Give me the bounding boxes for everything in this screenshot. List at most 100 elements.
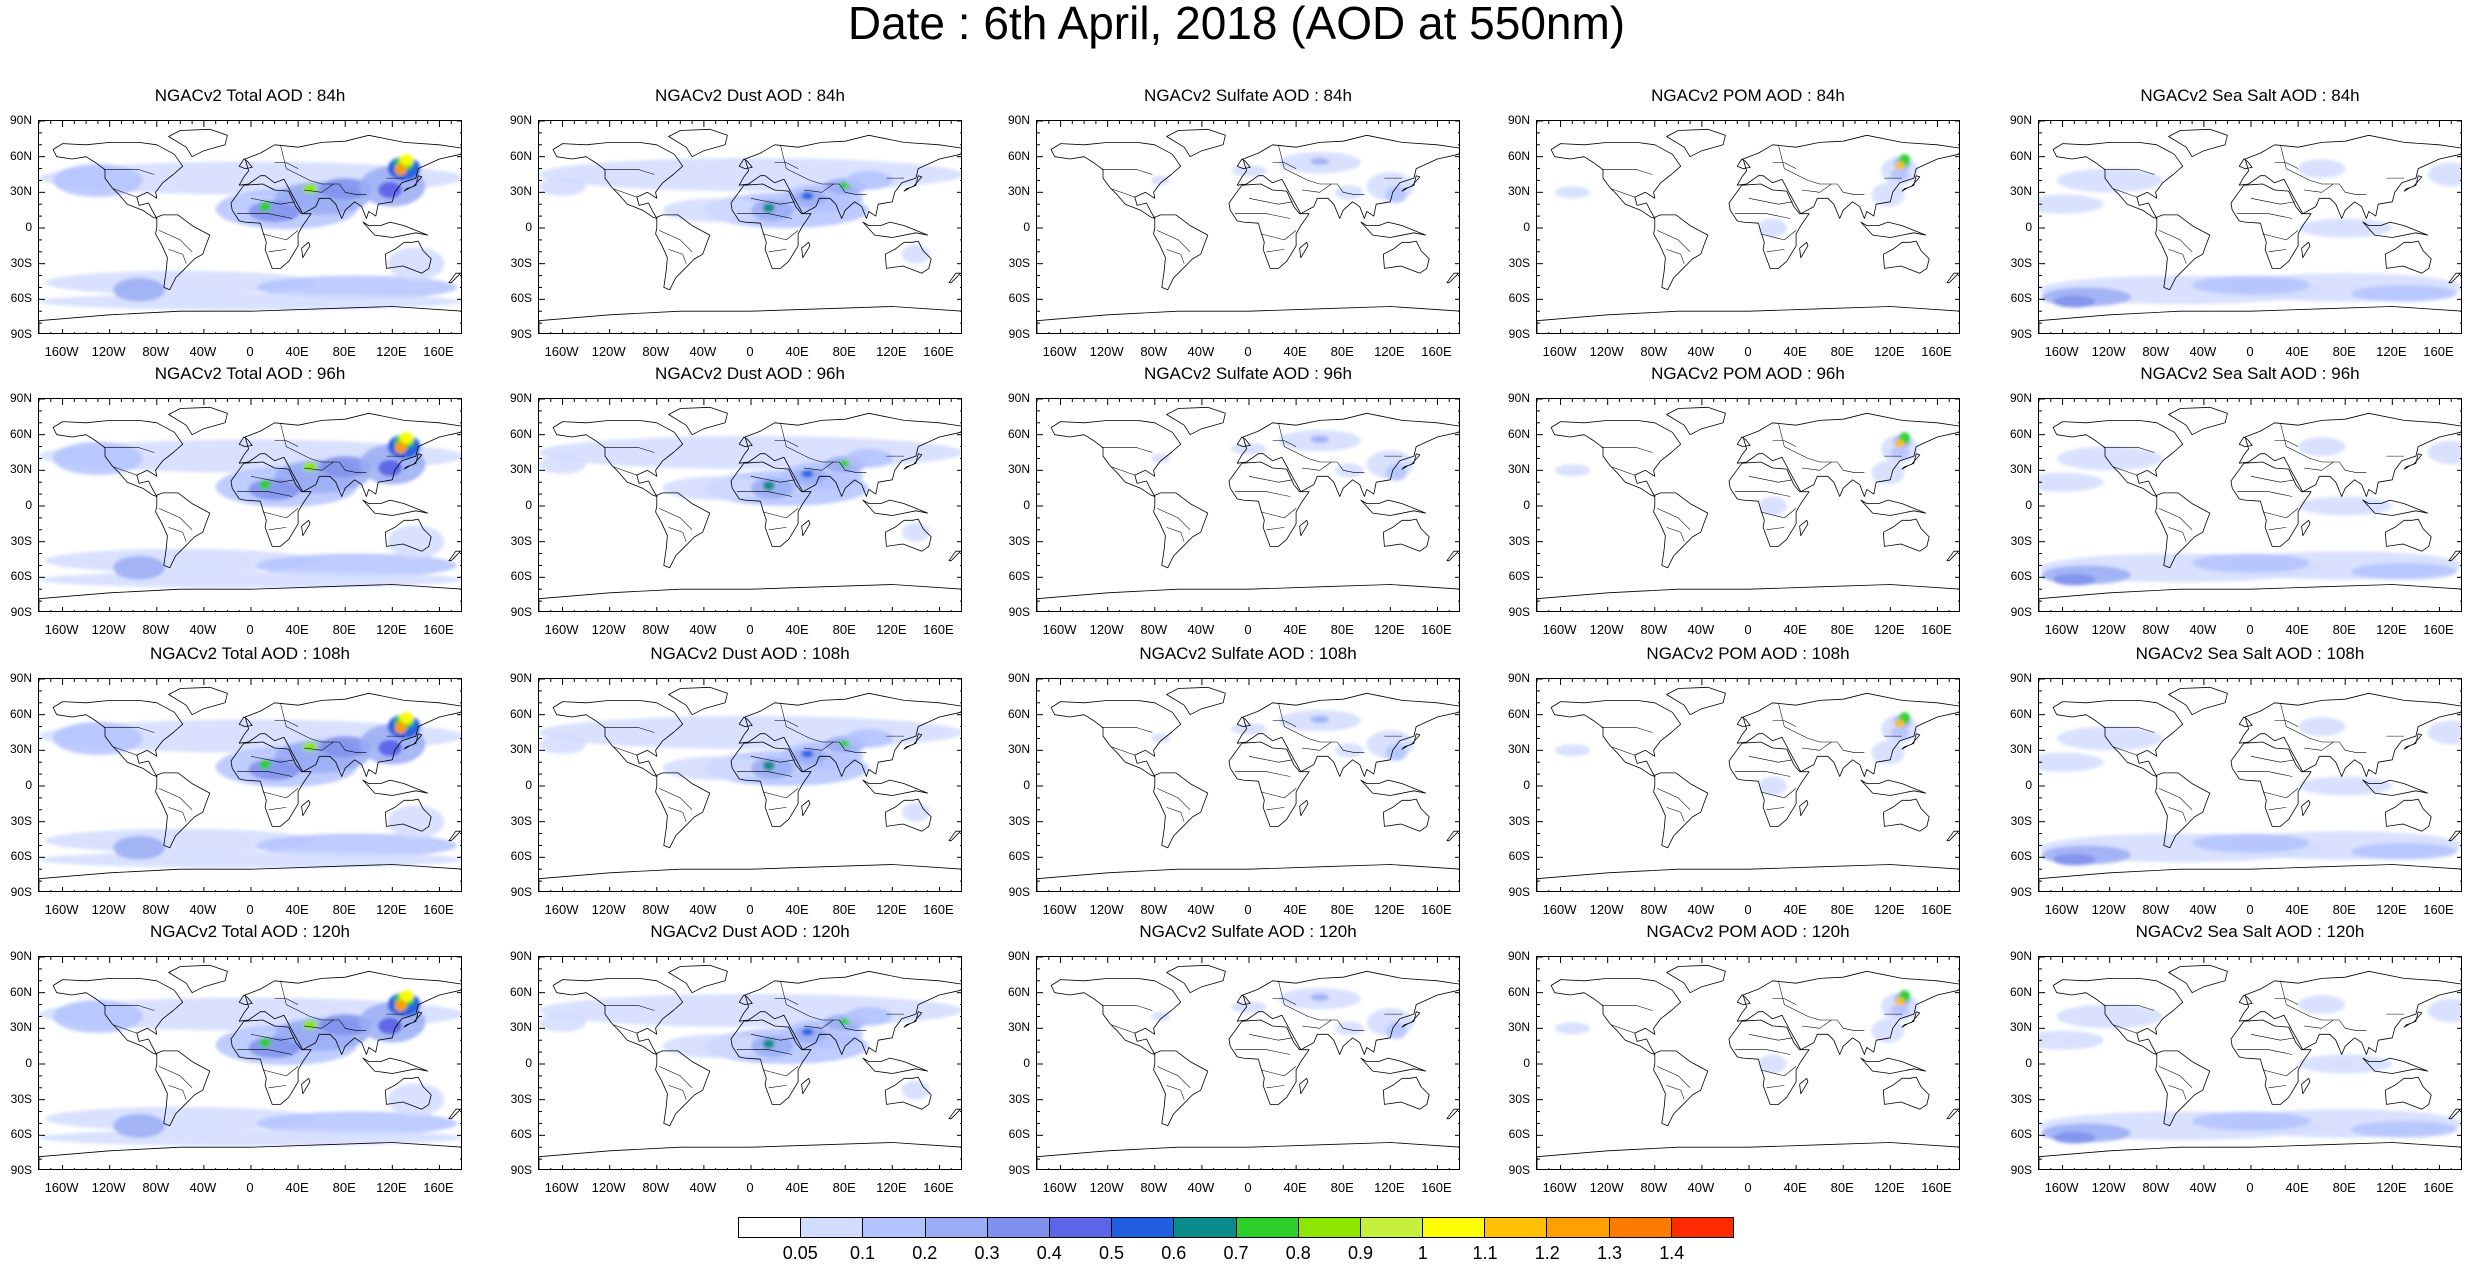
lon-tick-label: 160E xyxy=(423,344,454,359)
lat-tick-label: 30S xyxy=(510,813,532,828)
lat-tick-label: 30S xyxy=(1008,813,1030,828)
coastlines xyxy=(539,686,961,891)
world-map xyxy=(1036,956,1460,1170)
lon-tick-label: 40E xyxy=(285,902,309,917)
lon-tick-label: 80E xyxy=(2332,1180,2356,1195)
lon-tick-label: 160E xyxy=(923,622,954,637)
aod-field xyxy=(539,993,961,1100)
axis-ticks xyxy=(539,957,961,1169)
lat-tick-label: 60N xyxy=(509,426,532,441)
colorbar-label: 1.3 xyxy=(1596,1243,1623,1263)
lat-tick-label: 90S xyxy=(1508,885,1530,899)
axis-ticks xyxy=(2039,957,2461,1169)
panel-title: NGACv2 Sea Salt AOD : 108h xyxy=(2135,644,2365,663)
lon-tick-label: 120W xyxy=(1589,344,1624,359)
map-panel: NGACv2 Total AOD : 84h 90N 60N 30N 0 30S 60S 90… xyxy=(10,86,462,359)
lat-tick-label: 30S xyxy=(10,533,32,548)
lat-tick-label: 30S xyxy=(2010,813,2032,828)
lat-tick-label: 0 xyxy=(525,498,532,512)
lat-tick-label: 60S xyxy=(510,291,532,306)
lon-tick-label: 80E xyxy=(2332,902,2356,917)
lat-tick-label: 90S xyxy=(2010,605,2032,619)
lon-tick-label: 80E xyxy=(832,344,856,359)
lat-tick-label: 30S xyxy=(2010,1091,2032,1106)
aod-field xyxy=(2039,717,2461,866)
panel-title: NGACv2 Sea Salt AOD : 84h xyxy=(2140,86,2360,105)
lon-tick-label: 80E xyxy=(2332,622,2356,637)
lat-tick-label: 90S xyxy=(510,605,532,619)
lon-tick-label: 80E xyxy=(332,902,356,917)
map-panel: NGACv2 Sea Salt AOD : 108h 90N 60N 30N 0 30S 6… xyxy=(2010,644,2462,917)
lon-tick-label: 0 xyxy=(1744,1180,1752,1195)
lon-tick-label: 40W xyxy=(189,1180,217,1195)
colorbar-label: 0.9 xyxy=(1347,1243,1374,1263)
lon-tick-label: 80E xyxy=(832,902,856,917)
lon-tick-label: 0 xyxy=(1244,344,1252,359)
colorbar-label: 0.05 xyxy=(782,1243,818,1263)
lat-tick-label: 60S xyxy=(1008,849,1030,864)
lon-tick-label: 40E xyxy=(1283,902,1307,917)
axis-ticks xyxy=(39,399,461,611)
lat-tick-label: 60N xyxy=(509,706,532,721)
lat-tick-label: 0 xyxy=(2025,1056,2032,1070)
lon-tick-label: 40W xyxy=(2189,902,2217,917)
colorbar-label: 0.3 xyxy=(974,1243,1000,1263)
lat-tick-label: 90S xyxy=(2010,327,2032,341)
lat-tick-label: 30S xyxy=(10,255,32,270)
lat-tick-label: 60S xyxy=(510,1127,532,1142)
lon-tick-label: 120W xyxy=(1589,1180,1624,1195)
lon-tick-label: 160W xyxy=(44,902,79,917)
lon-tick-label: 160E xyxy=(923,902,954,917)
panel-title: NGACv2 Sulfate AOD : 96h xyxy=(1144,364,1352,383)
lat-tick-label: 0 xyxy=(525,220,532,234)
lat-tick-label: 90S xyxy=(1008,327,1030,341)
map-panel: NGACv2 Total AOD : 108h 90N 60N 30N 0 30S 60S 9… xyxy=(10,644,462,917)
lon-tick-label: 0 xyxy=(246,902,254,917)
lon-tick-label: 0 xyxy=(246,344,254,359)
world-map xyxy=(2038,398,2462,612)
lat-tick-label: 90S xyxy=(1008,605,1030,619)
map-panel: NGACv2 POM AOD : 108h 90N 60N 30N 0 30S 60S 90S… xyxy=(1508,644,1960,917)
lon-tick-label: 80W xyxy=(642,344,670,359)
lat-tick-label: 30N xyxy=(9,742,32,757)
lon-tick-label: 160W xyxy=(2044,1180,2079,1195)
map-svg xyxy=(1537,399,1959,611)
axis-ticks xyxy=(1537,399,1959,611)
aod-field xyxy=(39,154,461,310)
colorbar-swatch xyxy=(1112,1218,1175,1237)
map-svg xyxy=(2039,121,2461,333)
colorbar-swatch xyxy=(739,1218,802,1237)
lon-tick-label: 40W xyxy=(1687,344,1715,359)
axis-ticks xyxy=(1537,957,1959,1169)
lon-tick-label: 40E xyxy=(285,344,309,359)
lon-tick-label: 120E xyxy=(376,902,407,917)
lon-tick-label: 0 xyxy=(1744,344,1752,359)
panel-title: NGACv2 Sea Salt AOD : 96h xyxy=(2140,364,2360,383)
lon-tick-label: 40W xyxy=(2189,344,2217,359)
lon-tick-label: 160W xyxy=(2044,622,2079,637)
lat-tick-label: 60N xyxy=(2009,426,2032,441)
lon-tick-label: 80W xyxy=(142,344,170,359)
lon-tick-label: 160E xyxy=(1921,1180,1952,1195)
lon-tick-label: 80W xyxy=(642,622,670,637)
aod-field xyxy=(539,435,961,542)
map-svg xyxy=(539,957,961,1169)
lon-tick-label: 80W xyxy=(2142,1180,2170,1195)
lat-tick-label: 30N xyxy=(1007,1020,1030,1035)
colorbar-swatch xyxy=(1236,1218,1299,1237)
lon-tick-label: 120E xyxy=(1374,1180,1405,1195)
lat-tick-label: 60S xyxy=(2010,1127,2032,1142)
lat-tick-label: 60N xyxy=(1507,426,1530,441)
colorbar-swatch xyxy=(863,1218,926,1237)
lon-tick-label: 120W xyxy=(591,622,626,637)
lon-tick-label: 160W xyxy=(44,1180,79,1195)
lon-tick-label: 120E xyxy=(1374,902,1405,917)
panel-title: NGACv2 Dust AOD : 120h xyxy=(650,922,850,941)
lon-tick-label: 80E xyxy=(332,622,356,637)
lat-tick-label: 60N xyxy=(9,706,32,721)
map-panel: NGACv2 Dust AOD : 96h 90N 60N 30N 0 30S 60S 90S… xyxy=(510,364,962,637)
lat-tick-label: 0 xyxy=(525,1056,532,1070)
map-svg xyxy=(1537,957,1959,1169)
lon-tick-label: 120E xyxy=(376,344,407,359)
lon-tick-label: 160W xyxy=(1042,622,1077,637)
